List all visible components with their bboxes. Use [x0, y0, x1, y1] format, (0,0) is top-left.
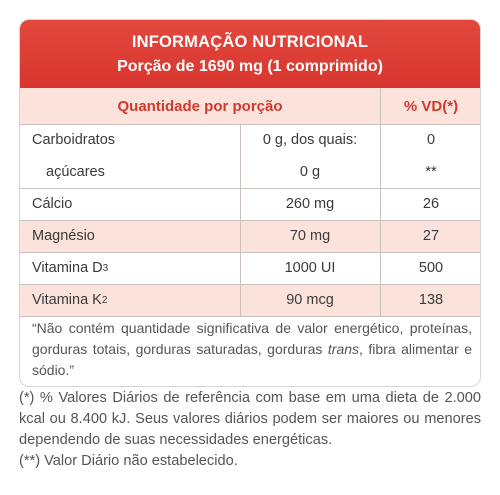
- header-vd: % VD(*): [403, 97, 459, 115]
- table-header-row: Quantidade por porção % VD(*): [20, 88, 480, 124]
- nutrient-amount: 260 mg: [285, 196, 335, 212]
- nutrient-name: Cálcio: [32, 196, 73, 212]
- row-divider: [20, 188, 480, 189]
- table-row: açúcares 0 g **: [20, 156, 480, 188]
- nutrient-amount: 90 mcg: [286, 292, 334, 308]
- label-note: “Não contém quantidade significativa de …: [32, 320, 472, 378]
- nutrient-vd: 26: [422, 196, 440, 212]
- footnotes: (*) % Valores Diários de referência com …: [19, 388, 481, 472]
- nutrient-vd: 0: [426, 132, 436, 148]
- nutrient-vd: 27: [422, 228, 440, 244]
- nutrition-label: INFORMAÇÃO NUTRICIONAL Porção de 1690 mg…: [19, 19, 481, 387]
- column-divider: [380, 88, 381, 316]
- nutrient-name: açúcares: [46, 164, 105, 180]
- nutrient-amount: 1000 UI: [284, 260, 336, 276]
- nutrient-name: Carboidratos: [32, 132, 116, 148]
- nutrient-vd: 138: [418, 292, 444, 308]
- footnote-na: (**) Valor Diário não estabelecido.: [19, 453, 238, 469]
- nutrient-amount: 0 g, dos quais:: [262, 132, 358, 148]
- column-divider: [240, 124, 241, 316]
- serving-size: Porção de 1690 mg (1 comprimido): [117, 58, 383, 75]
- label-banner: INFORMAÇÃO NUTRICIONAL Porção de 1690 mg…: [20, 20, 480, 88]
- table-row: Cálcio 260 mg 26: [20, 188, 480, 220]
- row-divider: [20, 316, 480, 317]
- footnote-vd: (*) % Valores Diários de referência com …: [19, 390, 481, 448]
- nutrient-amount: 70 mg: [289, 228, 331, 244]
- nutrient-vd: **: [425, 164, 437, 180]
- row-divider: [20, 124, 480, 125]
- table-row: Carboidratos 0 g, dos quais: 0: [20, 124, 480, 156]
- row-divider: [20, 220, 480, 221]
- header-quantity: Quantidade por porção: [117, 97, 283, 115]
- table-row: Magnésio 70 mg 27: [20, 220, 480, 252]
- nutrient-amount: 0 g: [299, 164, 321, 180]
- nutrient-vd: 500: [418, 260, 444, 276]
- row-divider: [20, 284, 480, 285]
- row-divider: [20, 252, 480, 253]
- nutrient-name: Magnésio: [32, 228, 95, 244]
- label-title: INFORMAÇÃO NUTRICIONAL: [131, 33, 369, 51]
